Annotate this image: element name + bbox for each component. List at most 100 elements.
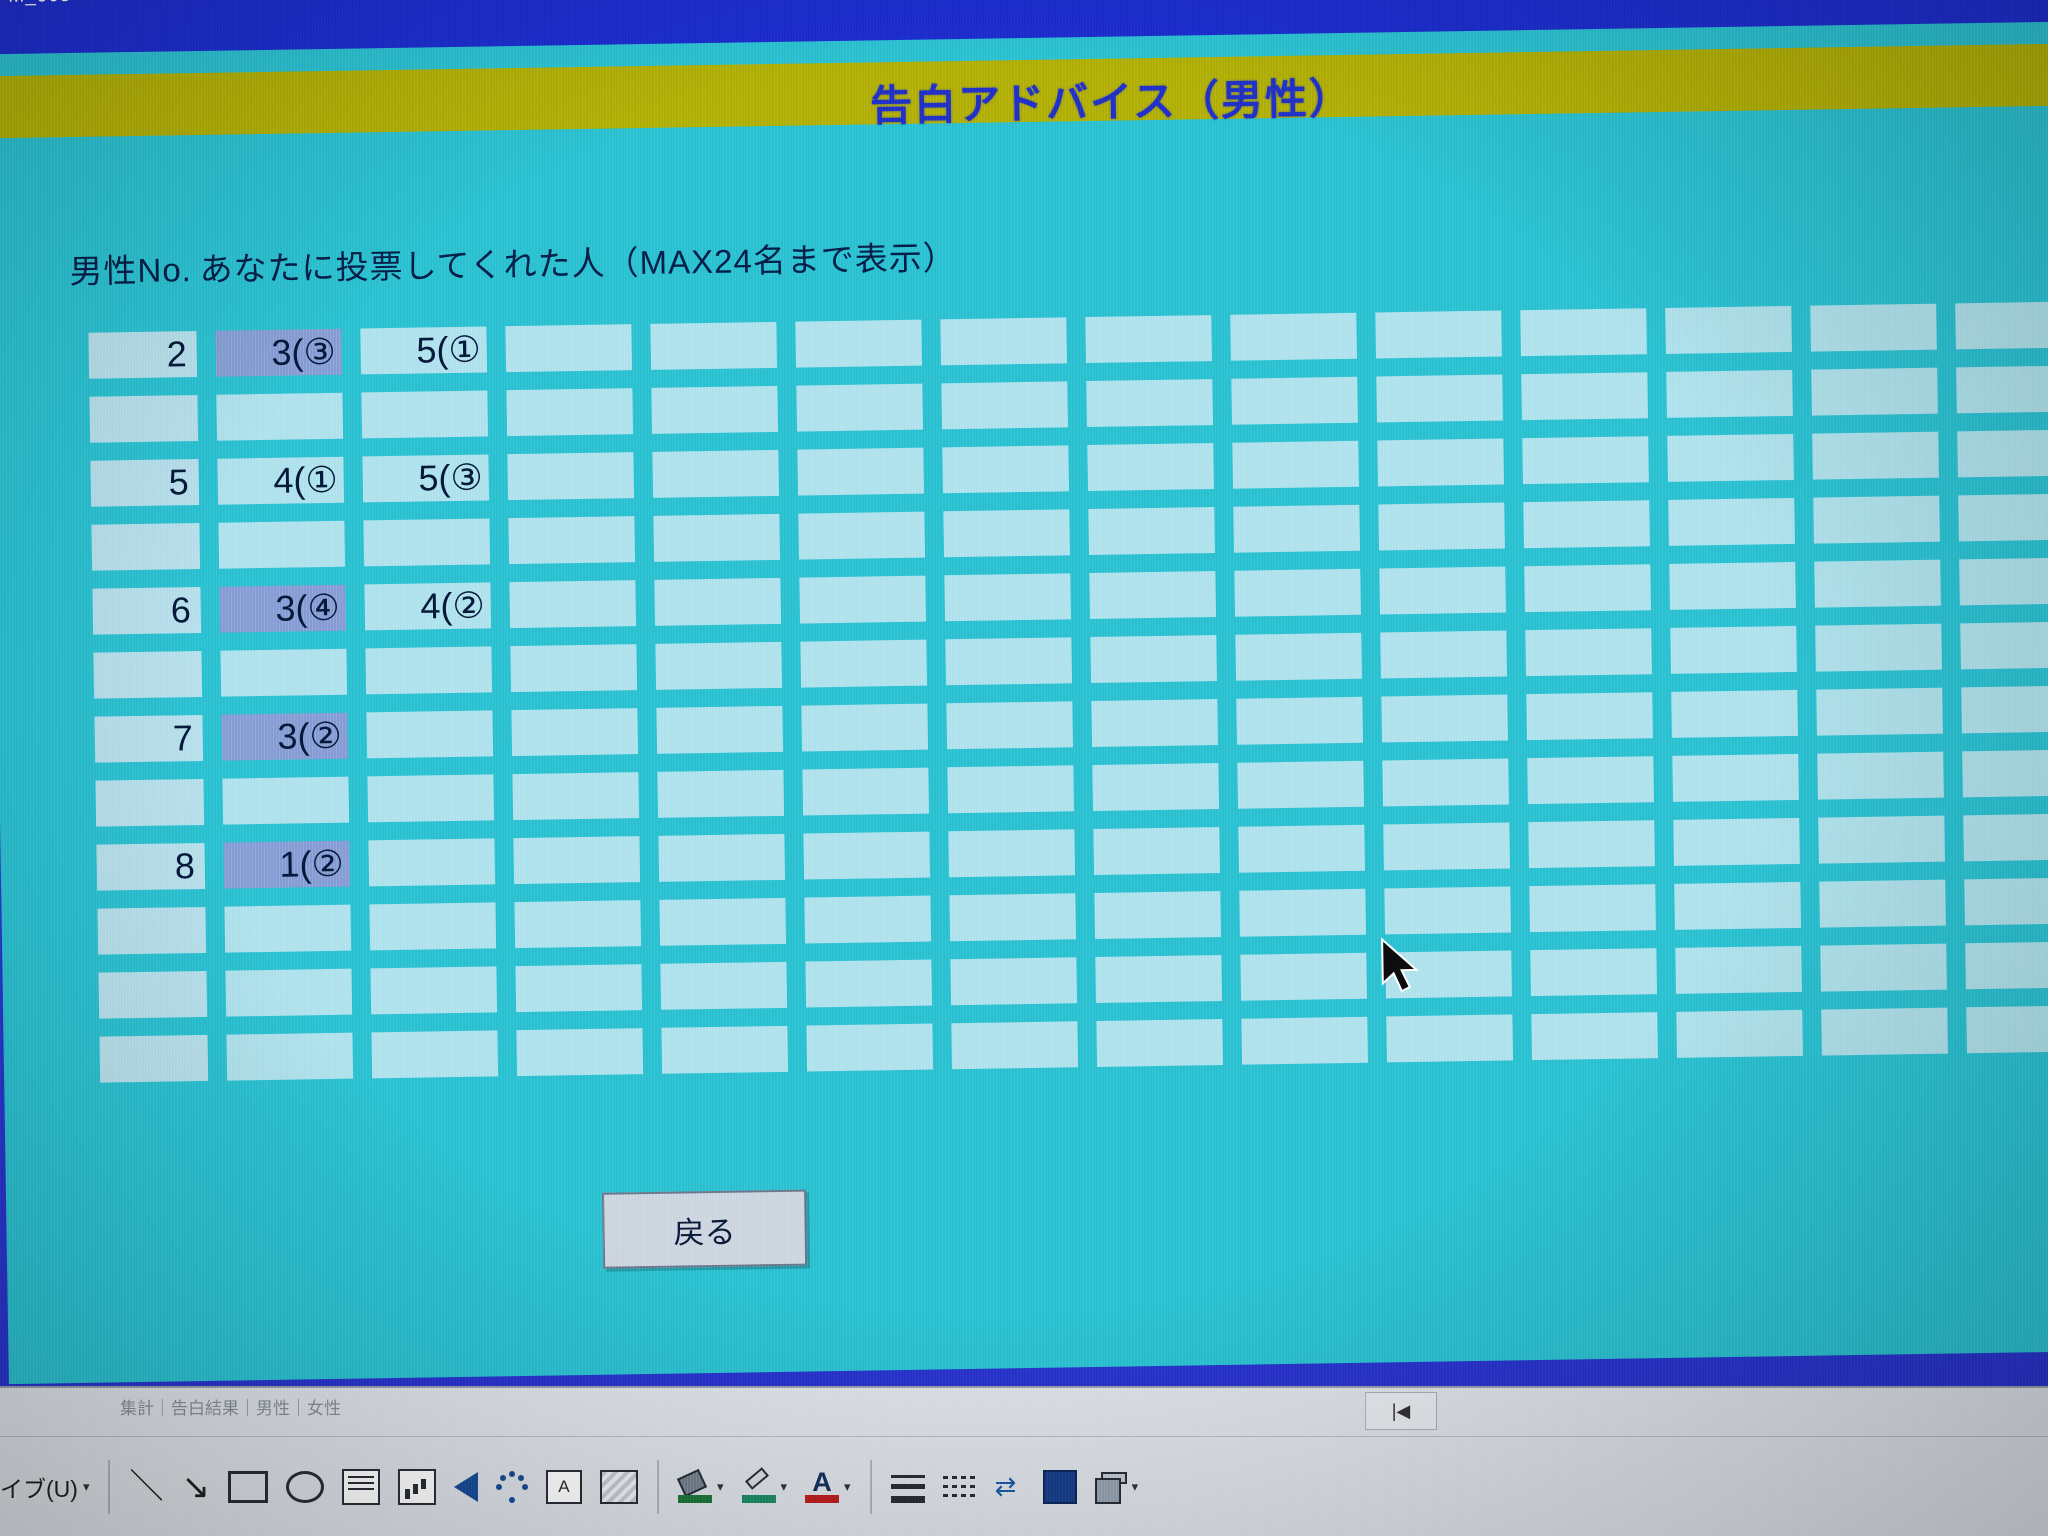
cell-vote[interactable]: [802, 767, 930, 816]
cell-vote[interactable]: [1529, 884, 1656, 933]
cell-vote[interactable]: [945, 637, 1073, 686]
cell-vote[interactable]: [661, 1025, 789, 1074]
cell-vote[interactable]: [1092, 763, 1220, 811]
cell-vote[interactable]: 3(④: [219, 584, 347, 633]
cell-vote[interactable]: [1673, 817, 1800, 866]
cell-vote[interactable]: [225, 968, 353, 1017]
cell-vote[interactable]: [226, 1032, 354, 1081]
cell-male-no[interactable]: [98, 970, 208, 1019]
cell-vote[interactable]: [1230, 312, 1357, 361]
cell-vote[interactable]: [1088, 507, 1216, 556]
cell-vote[interactable]: [363, 518, 491, 567]
cell-vote[interactable]: [1666, 369, 1793, 418]
cell-vote[interactable]: [1813, 495, 1940, 544]
cell-vote[interactable]: [1089, 571, 1217, 620]
cell-vote[interactable]: [1669, 561, 1796, 610]
cell-vote[interactable]: [510, 644, 638, 693]
cell-vote[interactable]: 4(①: [217, 456, 345, 505]
wordart-icon[interactable]: A: [537, 1437, 591, 1536]
cell-vote[interactable]: [1531, 1012, 1658, 1061]
cell-vote[interactable]: [652, 449, 780, 498]
cell-vote[interactable]: [801, 703, 929, 752]
cell-vote[interactable]: [800, 639, 928, 688]
cell-vote[interactable]: [1382, 758, 1509, 807]
cell-male-no[interactable]: 8: [96, 842, 206, 891]
cell-vote[interactable]: [1966, 1005, 2048, 1054]
cell-vote[interactable]: [1231, 376, 1358, 425]
cell-vote[interactable]: [1383, 822, 1510, 871]
cell-vote[interactable]: [365, 646, 493, 695]
cell-vote[interactable]: 3(②: [221, 712, 349, 761]
cell-vote[interactable]: [1815, 623, 1942, 672]
cell-vote[interactable]: [1087, 443, 1215, 492]
cell-vote[interactable]: [947, 765, 1075, 814]
cell-vote[interactable]: [943, 509, 1071, 558]
cell-vote[interactable]: [1235, 632, 1363, 681]
cell-vote[interactable]: [805, 959, 933, 1008]
cell-vote[interactable]: [367, 774, 495, 823]
cell-vote[interactable]: 5(③: [362, 454, 490, 503]
cell-male-no[interactable]: [95, 778, 205, 827]
cell-male-no[interactable]: [93, 650, 203, 699]
cell-vote[interactable]: [1378, 502, 1505, 551]
cell-vote[interactable]: [1665, 305, 1792, 354]
cell-vote[interactable]: [658, 833, 786, 882]
cell-vote[interactable]: [944, 573, 1072, 622]
textbox-icon[interactable]: [333, 1437, 389, 1536]
cell-vote[interactable]: [1237, 760, 1365, 809]
cell-vote[interactable]: [1672, 753, 1799, 802]
cell-vote[interactable]: [1384, 886, 1512, 935]
cell-vote[interactable]: [1528, 820, 1655, 869]
cell-vote[interactable]: [1375, 310, 1502, 359]
cell-vote[interactable]: [511, 708, 639, 757]
cell-vote[interactable]: [949, 893, 1077, 942]
cell-vote[interactable]: [1821, 1007, 1948, 1056]
cell-vote[interactable]: [1232, 440, 1359, 489]
cell-vote[interactable]: [1964, 877, 2048, 926]
cell-vote[interactable]: [659, 897, 787, 946]
cell-vote[interactable]: [946, 701, 1074, 750]
cell-vote[interactable]: [1240, 952, 1368, 1001]
cell-vote[interactable]: [222, 776, 350, 825]
cell-vote[interactable]: [1812, 431, 1939, 480]
cell-vote[interactable]: [1956, 365, 2048, 414]
cell-vote[interactable]: [1963, 813, 2048, 862]
cell-vote[interactable]: [1241, 1016, 1369, 1065]
cell-vote[interactable]: [1676, 1009, 1803, 1058]
cell-vote[interactable]: [506, 388, 634, 437]
cell-vote[interactable]: [798, 511, 926, 560]
cell-vote[interactable]: [1091, 699, 1219, 748]
cell-vote[interactable]: [509, 580, 637, 629]
cell-vote[interactable]: [369, 902, 497, 951]
cell-vote[interactable]: [1379, 566, 1506, 615]
dash-style-icon[interactable]: [934, 1437, 986, 1536]
cell-male-no[interactable]: 2: [88, 331, 198, 379]
cell-vote[interactable]: [1965, 941, 2048, 990]
cell-vote[interactable]: [948, 829, 1076, 878]
cell-vote[interactable]: [224, 904, 352, 953]
tab-nav-button[interactable]: |◀: [1365, 1392, 1437, 1430]
cell-vote[interactable]: [950, 957, 1078, 1006]
cell-vote[interactable]: [1667, 433, 1794, 482]
cell-vote[interactable]: [1960, 621, 2048, 670]
cell-vote[interactable]: [1527, 756, 1654, 805]
cell-vote[interactable]: [1818, 815, 1945, 864]
fill-color-chevron-down-icon[interactable]: ▾: [716, 1479, 724, 1494]
cell-vote[interactable]: [1521, 372, 1648, 421]
cell-vote[interactable]: [1520, 308, 1647, 357]
cell-vote[interactable]: [1093, 827, 1221, 875]
cell-vote[interactable]: [1814, 559, 1941, 608]
cell-vote[interactable]: 3(③: [215, 328, 343, 377]
cell-vote[interactable]: [1668, 497, 1795, 546]
cell-vote[interactable]: [1524, 564, 1651, 613]
cell-vote[interactable]: [514, 900, 642, 949]
shadow-style-icon[interactable]: [1034, 1437, 1086, 1536]
cell-vote[interactable]: [505, 324, 633, 373]
cell-vote[interactable]: [516, 1028, 644, 1077]
cell-vote[interactable]: [1090, 635, 1218, 684]
cell-vote[interactable]: [1961, 685, 2048, 734]
cell-vote[interactable]: [940, 317, 1068, 366]
cell-vote[interactable]: [1674, 881, 1801, 930]
cell-vote[interactable]: 4(②: [364, 582, 492, 631]
diagram-icon[interactable]: [487, 1437, 537, 1536]
